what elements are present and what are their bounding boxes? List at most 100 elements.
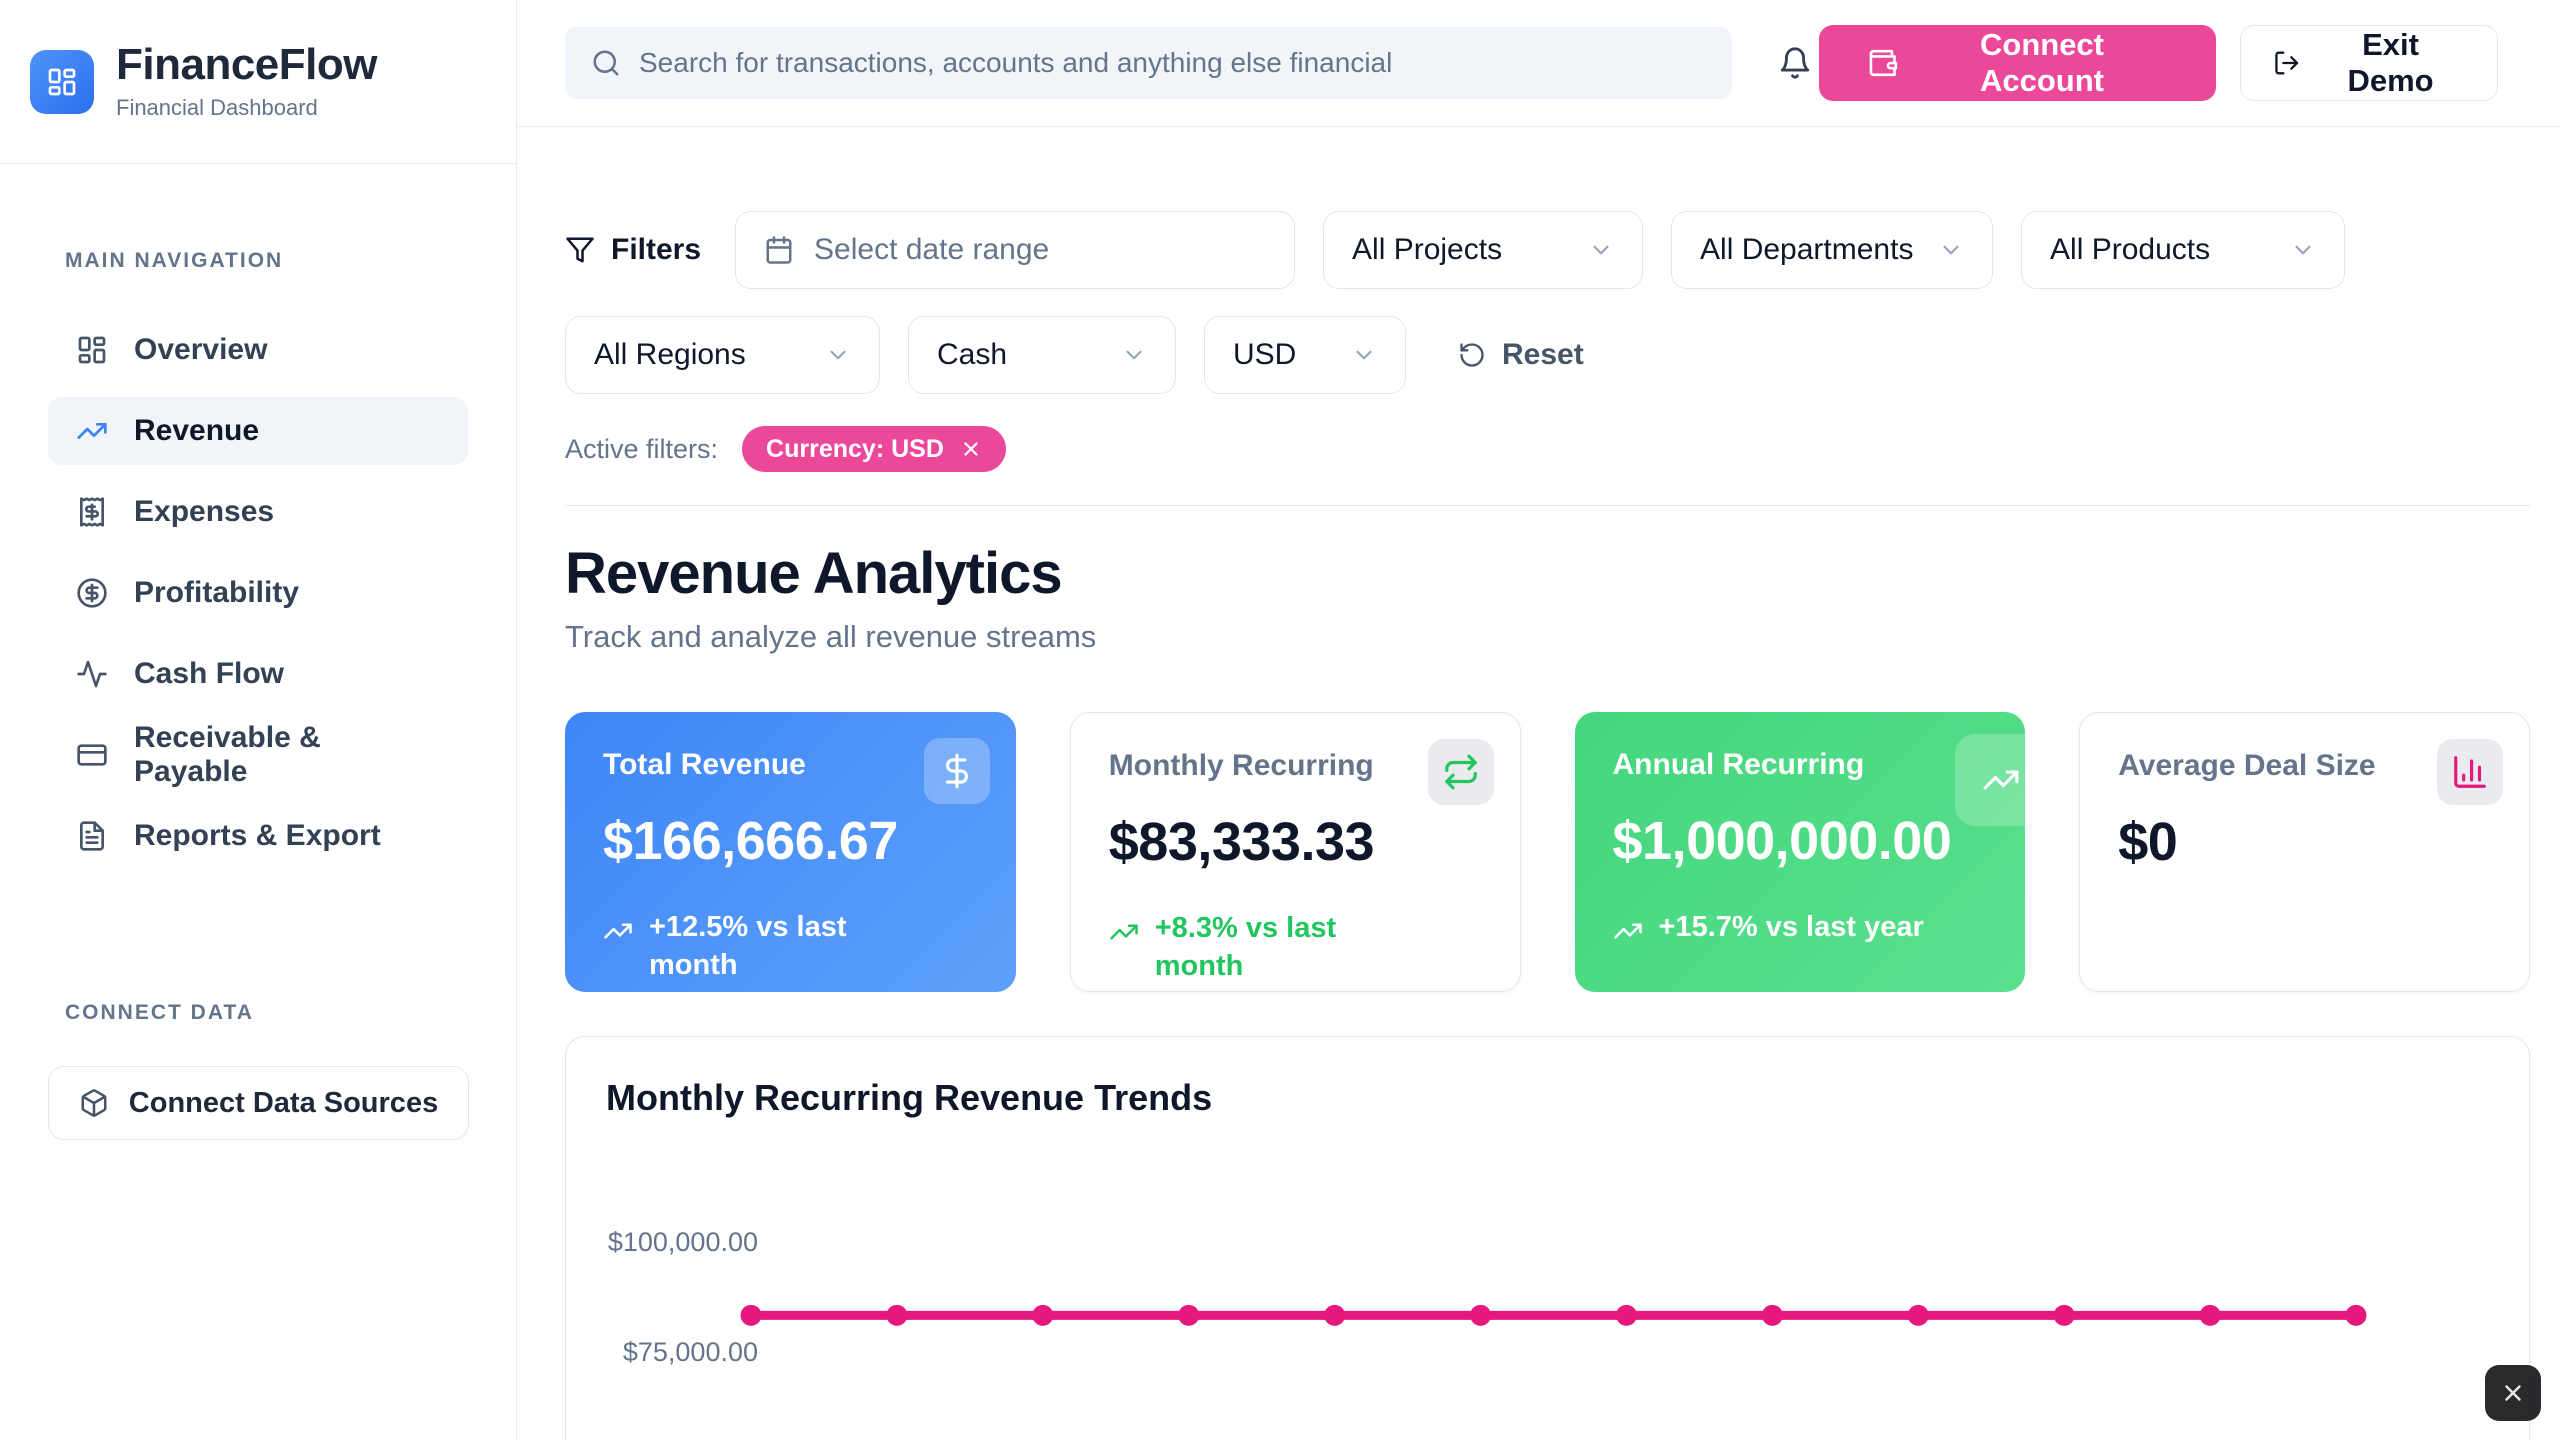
chevron-down-icon [1943, 245, 1959, 255]
products-filter-value: All Products [2050, 233, 2211, 266]
logout-icon [2274, 51, 2298, 75]
filters-row-2: All Regions Cash USD Reset [565, 316, 2530, 394]
reset-filters-button[interactable]: Reset [1458, 338, 1584, 372]
bell-icon [1781, 47, 1810, 79]
chart-data-point [2345, 1304, 2367, 1326]
kpi-grid: Total Revenue $166,666.67 +12.5% vs last… [565, 712, 2530, 992]
trending-up-icon [1983, 770, 2019, 790]
page-title: Revenue Analytics [565, 541, 1063, 606]
projects-filter-select[interactable]: All Projects [1323, 211, 1644, 289]
notifications-button[interactable] [1772, 39, 1819, 87]
funnel-icon [566, 237, 594, 263]
overlay-close-button[interactable] [2485, 1365, 2541, 1421]
date-range-input[interactable]: Select date range [735, 211, 1296, 289]
sidebar-item-receivable-payable[interactable]: Receivable & Payable [48, 721, 468, 789]
exit-demo-button[interactable]: Exit Demo [2239, 25, 2498, 101]
kpi-card-monthly-recurring: Monthly Recurring $83,333.33 +8.3% vs la… [1069, 712, 1521, 992]
circle-dollar-icon [77, 578, 107, 608]
search-icon [593, 50, 619, 76]
active-filter-chip-currency[interactable]: Currency: USD [742, 426, 1006, 472]
sidebar-item-reports-export[interactable]: Reports & Export [48, 802, 468, 870]
x-icon [2505, 1385, 2521, 1401]
chevron-down-icon [1356, 350, 1372, 360]
package-icon [81, 1089, 107, 1117]
projects-filter-value: All Projects [1352, 233, 1503, 266]
sidebar-item-overview[interactable]: Overview [48, 316, 468, 384]
wallet-icon [1869, 49, 1898, 77]
x-icon[interactable] [960, 438, 982, 460]
kpi-card-annual-recurring: Annual Recurring $1,000,000.00 +15.7% vs… [1574, 712, 2026, 992]
sidebar-item-label: Receivable & Payable [134, 721, 321, 788]
departments-filter-select[interactable]: All Departments [1671, 211, 1994, 289]
connect-section-label: CONNECT DATA [65, 1001, 254, 1024]
filters-section: Filters Select date range All Projects A… [565, 211, 2530, 472]
chevron-down-icon [1126, 350, 1142, 360]
trending-up-icon [1613, 923, 1642, 939]
main-area: Connect Account Exit Demo Filters Select… [517, 0, 2560, 1440]
brand-name: FinanceFlow [116, 40, 377, 90]
date-range-placeholder: Select date range [814, 233, 1050, 266]
active-filters-label: Active filters: [565, 433, 719, 464]
regions-filter-select[interactable]: All Regions [565, 316, 880, 394]
connect-account-label: Connect Account [1980, 27, 2104, 98]
bar-chart-icon [2454, 756, 2486, 788]
mrr-line-chart: $100,000.00$75,000.00$50,000.00 [608, 1227, 2367, 1367]
kpi-icon-box [923, 738, 990, 804]
currency-select[interactable]: USD [1204, 316, 1406, 394]
exit-demo-label: Exit Demo [2347, 27, 2434, 98]
sidebar-item-cash-flow[interactable]: Cash Flow [48, 640, 468, 708]
chevron-down-icon [830, 350, 846, 360]
page-subtitle: Track and analyze all revenue streams [565, 619, 1097, 654]
sidebar-item-label: Reports & Export [134, 819, 381, 852]
y-axis-tick-label: $75,000.00 [623, 1337, 758, 1367]
calendar-icon [766, 236, 792, 264]
brand-subtitle: Financial Dashboard [116, 94, 318, 120]
accounting-basis-value: Cash [937, 338, 1008, 371]
brand-header: FinanceFlow Financial Dashboard [0, 0, 516, 164]
kpi-delta: +12.5% vs last month [603, 908, 978, 984]
accounting-basis-select[interactable]: Cash [908, 316, 1176, 394]
kpi-label: Average Deal Size [2118, 749, 2376, 782]
kpi-value: $1,000,000.00 [1612, 811, 1952, 871]
chart-data-point [740, 1304, 762, 1326]
chart-data-point [886, 1304, 908, 1326]
chart-data-point [1907, 1304, 1929, 1326]
connect-data-section: CONNECT DATA Connect Data Sources [0, 1000, 516, 1140]
kpi-card-average-deal-size: Average Deal Size $0 [2079, 712, 2530, 992]
kpi-delta: +15.7% vs last year [1613, 908, 1988, 946]
trending-up-icon [604, 923, 632, 939]
sidebar-item-label: Expenses [134, 495, 275, 528]
y-axis-tick-label: $100,000.00 [608, 1227, 758, 1257]
connect-data-sources-button[interactable]: Connect Data Sources [48, 1066, 469, 1140]
sidebar-item-revenue[interactable]: Revenue [48, 397, 468, 465]
sidebar-item-expenses[interactable]: Expenses [48, 478, 468, 546]
main-navigation: MAIN NAVIGATION Overview Revenue Expense… [0, 248, 516, 870]
active-filters-row: Active filters: Currency: USD [565, 426, 2530, 472]
sidebar-item-label: Overview [134, 333, 268, 366]
chevron-down-icon [2295, 245, 2311, 255]
nav-section-label: MAIN NAVIGATION [65, 249, 284, 272]
filters-label: Filters [611, 233, 702, 266]
kpi-label: Monthly Recurring [1108, 749, 1374, 782]
chart-data-point [2199, 1304, 2221, 1326]
chart-data-point [1032, 1304, 1054, 1326]
kpi-value: $166,666.67 [603, 811, 898, 871]
kpi-delta-text: +8.3% vs last month [1154, 912, 1337, 982]
search-input[interactable] [639, 47, 1706, 79]
currency-value: USD [1233, 338, 1297, 371]
products-filter-select[interactable]: All Products [2021, 211, 2346, 289]
trending-up-icon [77, 423, 107, 439]
layout-dashboard-icon [48, 68, 76, 95]
chart-data-point [1615, 1304, 1637, 1326]
kpi-label: Annual Recurring [1612, 748, 1865, 781]
sidebar-item-profitability[interactable]: Profitability [48, 559, 468, 627]
section-divider [565, 505, 2530, 506]
global-search [565, 27, 1732, 99]
chart-data-point [1470, 1304, 1492, 1326]
connect-account-button[interactable]: Connect Account [1819, 25, 2216, 101]
brand-text: FinanceFlow Financial Dashboard [116, 42, 377, 120]
kpi-delta-text: +12.5% vs last month [649, 911, 847, 981]
receipt-icon [80, 497, 104, 527]
chevron-down-icon [1593, 245, 1609, 255]
